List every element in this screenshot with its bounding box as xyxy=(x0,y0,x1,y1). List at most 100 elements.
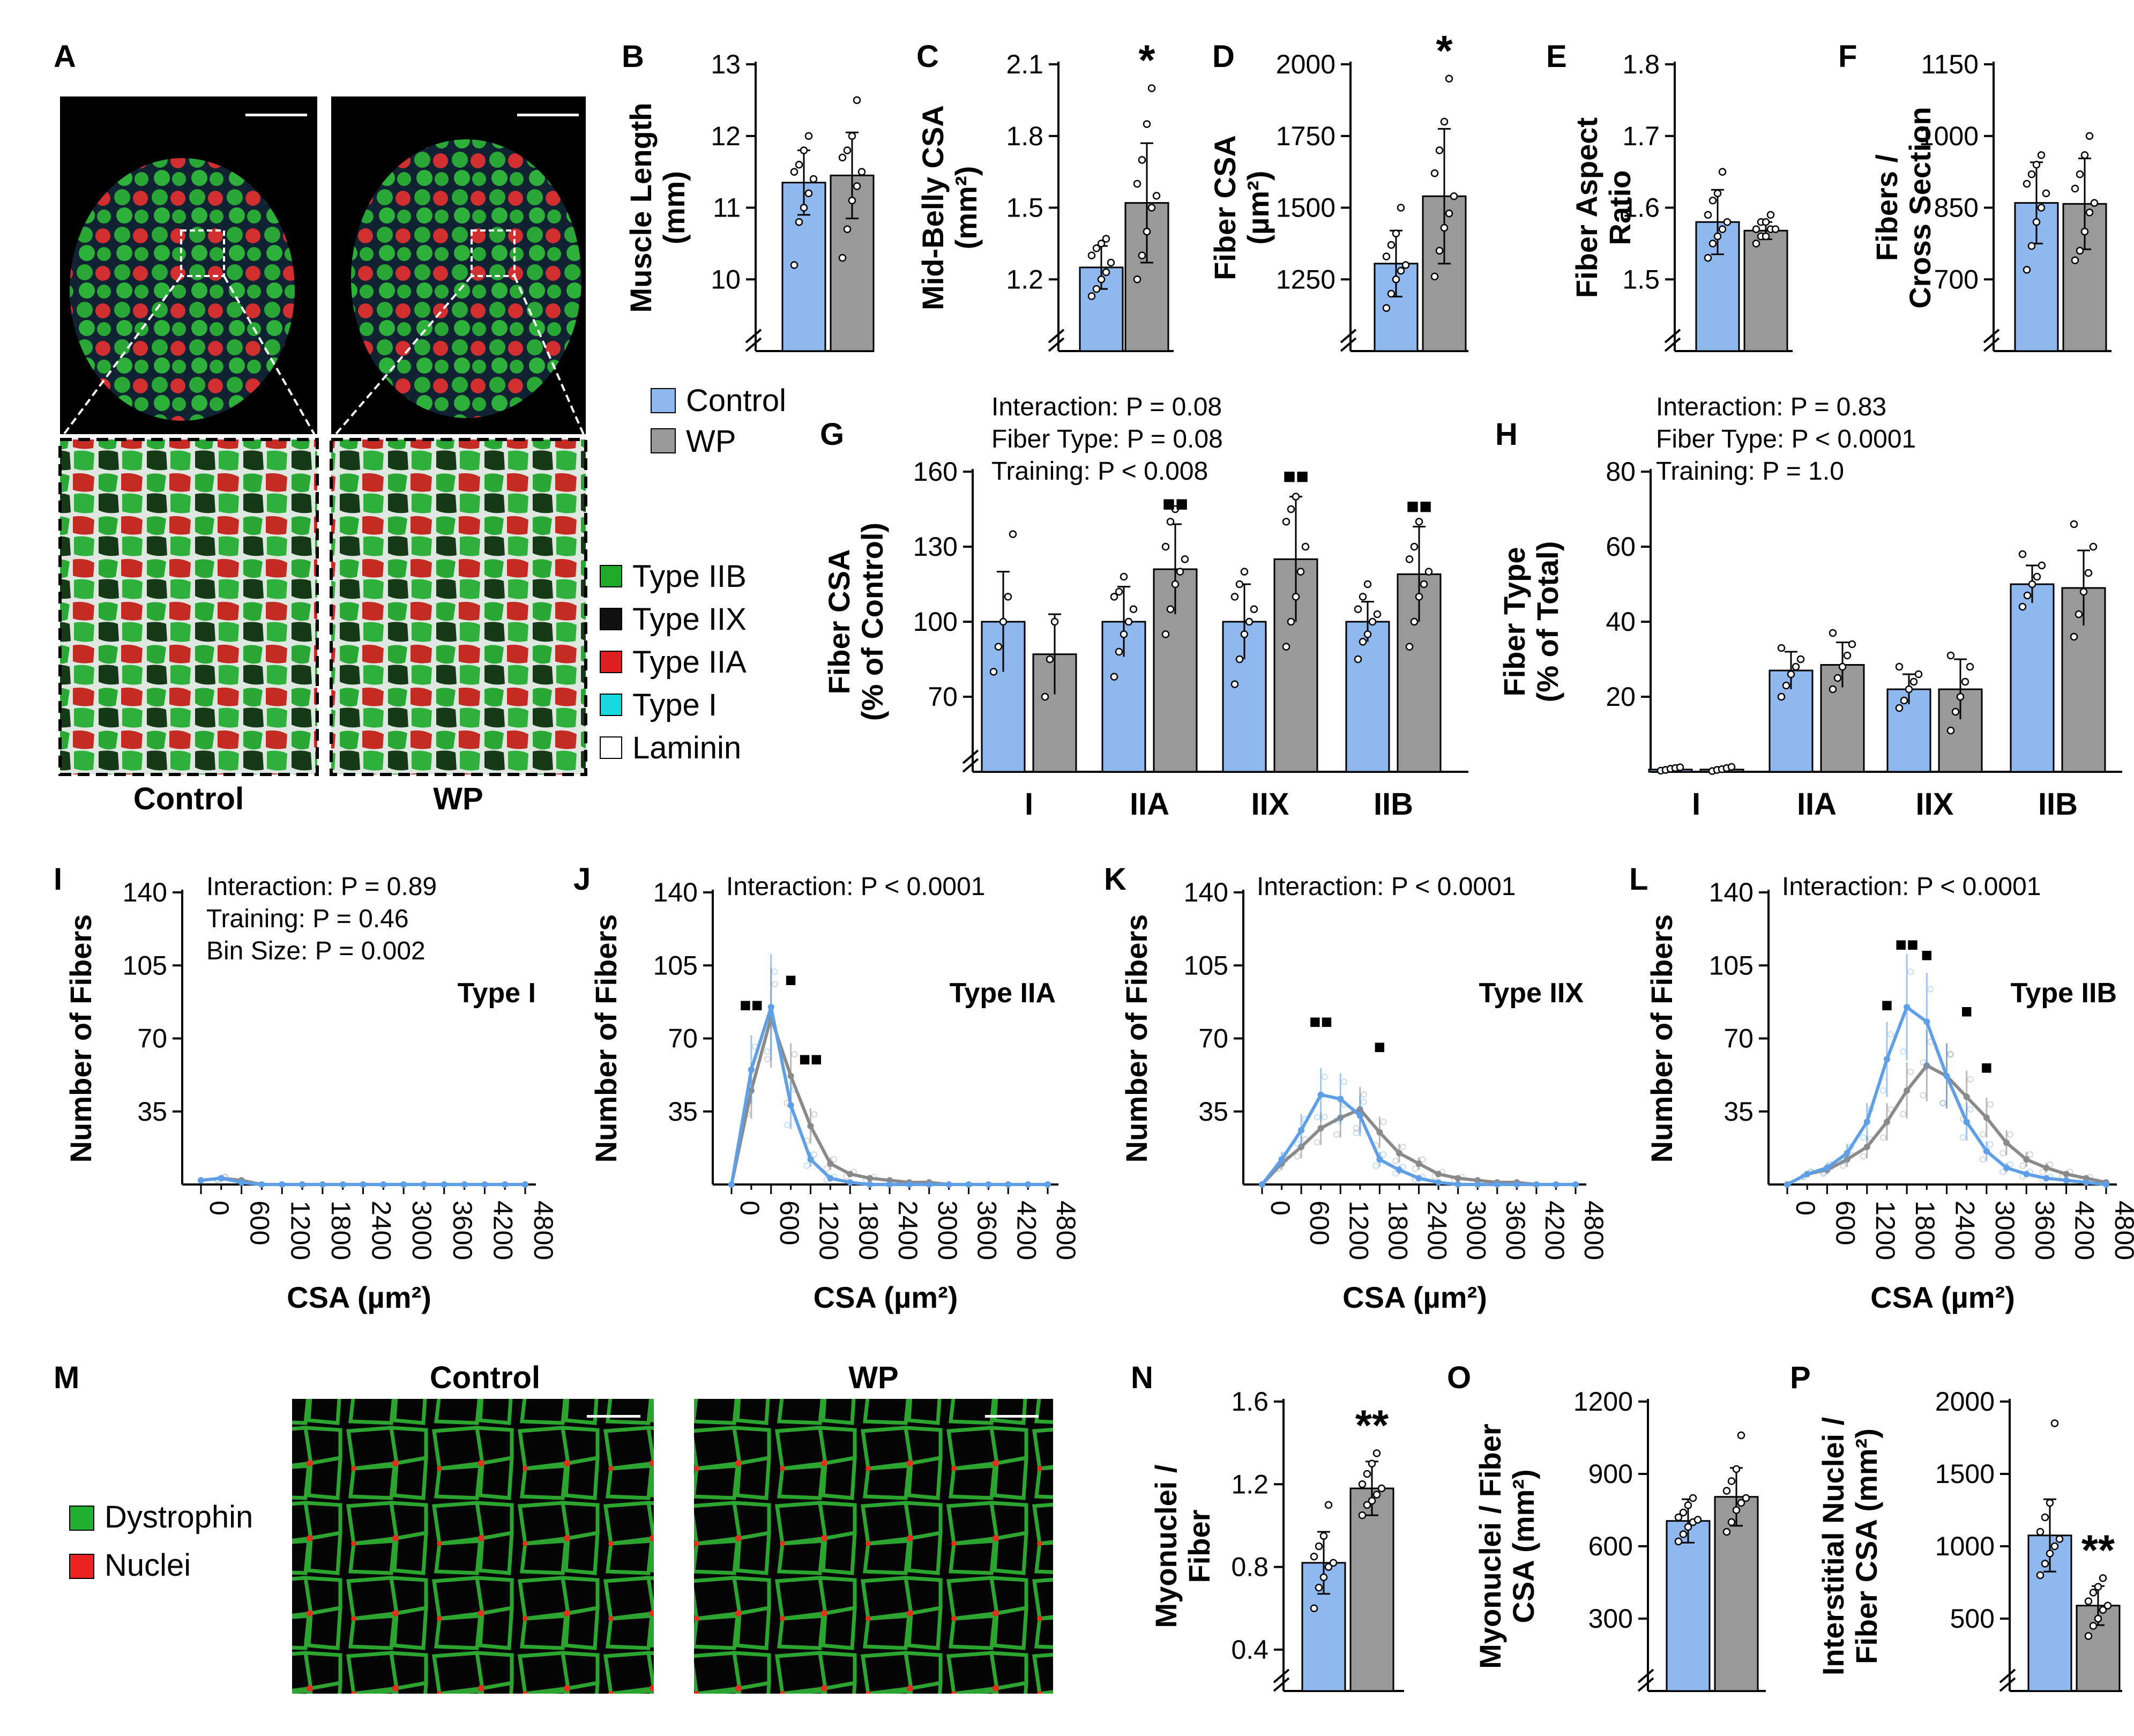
x-tick-label: 3000 xyxy=(932,1201,962,1260)
y-axis-label: Fiber AspectRatio xyxy=(1570,117,1637,298)
chart-title: Type IIA xyxy=(950,978,1056,1009)
y-tick-label: 300 xyxy=(1588,1604,1633,1634)
x-tick-label: 4200 xyxy=(1540,1201,1570,1260)
data-point xyxy=(1176,568,1184,576)
bar-control xyxy=(1345,621,1390,773)
data-point xyxy=(2018,550,2027,558)
raw-point xyxy=(1907,1068,1914,1075)
chart-b: 10 11 12 13 Muscle Length(mm) xyxy=(624,49,875,352)
series-point xyxy=(1435,1179,1442,1186)
series-point xyxy=(522,1181,528,1188)
data-point xyxy=(1405,555,1414,563)
data-point xyxy=(2084,1597,2093,1605)
data-point xyxy=(1292,593,1300,601)
data-point xyxy=(1373,610,1382,619)
panel-letter-e: E xyxy=(1546,39,1567,74)
y-tick-label: 1000 xyxy=(1935,1531,1995,1561)
y-tick-label: 35 xyxy=(1723,1097,1754,1127)
data-point xyxy=(1363,1470,1371,1478)
series-point xyxy=(238,1179,245,1186)
data-point xyxy=(1358,1511,1367,1519)
panel-m-control-label: Control xyxy=(430,1360,540,1395)
raw-point xyxy=(1392,1170,1399,1177)
y-tick-label: 80 xyxy=(1606,457,1636,487)
raw-point xyxy=(2047,1161,2054,1168)
data-point xyxy=(1102,268,1110,277)
raw-point xyxy=(771,968,778,975)
data-point xyxy=(2023,591,2032,600)
series-point xyxy=(502,1181,509,1188)
series-point xyxy=(1454,1181,1461,1188)
y-tick-label: 1500 xyxy=(1935,1459,1995,1489)
bar-wp xyxy=(1349,1487,1394,1692)
data-point xyxy=(1287,617,1295,626)
data-point xyxy=(1704,211,1712,219)
legend-type-i: Type I xyxy=(632,688,717,722)
raw-point xyxy=(1987,1141,1994,1148)
data-point xyxy=(1951,707,1960,716)
data-point xyxy=(2027,242,2036,250)
data-point xyxy=(1282,643,1290,651)
significance-marker: * xyxy=(1138,36,1155,84)
data-point xyxy=(1143,227,1151,236)
data-point xyxy=(2099,1606,2107,1614)
significance-marker: ■ xyxy=(1961,1000,1973,1022)
data-point xyxy=(1430,169,1439,177)
data-point xyxy=(1120,630,1128,638)
legend-wp: WP xyxy=(686,424,736,459)
data-point xyxy=(2041,1513,2049,1522)
series-point xyxy=(1863,1143,1870,1150)
series-point xyxy=(1317,1124,1324,1131)
data-point xyxy=(2033,572,2041,581)
series-point xyxy=(787,1102,794,1109)
data-point xyxy=(1905,685,1913,694)
data-point xyxy=(1737,1499,1745,1507)
data-point xyxy=(1363,1501,1371,1509)
data-point xyxy=(2071,184,2079,193)
y-tick-label: 500 xyxy=(1950,1604,1995,1634)
data-point xyxy=(1240,630,1249,638)
data-point xyxy=(1684,1501,1692,1509)
data-point xyxy=(1368,1496,1376,1505)
panel-letter-g: G xyxy=(820,417,844,452)
significance-marker: ■■ xyxy=(1283,465,1309,488)
series-point xyxy=(985,1181,992,1188)
data-point xyxy=(2055,1535,2064,1543)
x-category-label: IIA xyxy=(1130,787,1169,822)
x-category-label: I xyxy=(1025,787,1033,822)
stat-text: Training: P = 1.0 xyxy=(1656,457,1844,486)
series-point xyxy=(1298,1143,1305,1150)
panel-m-wp-label: WP xyxy=(848,1360,898,1395)
data-point xyxy=(2023,266,2031,274)
control-cross-section-image xyxy=(70,158,295,421)
data-point xyxy=(800,204,808,212)
data-point xyxy=(1727,763,1736,771)
series-point xyxy=(1804,1171,1811,1178)
chart-f: 700 850 1000 1150 Fibers /Cross Section xyxy=(1870,49,2111,352)
data-point xyxy=(1722,1487,1731,1495)
raw-point xyxy=(831,1156,838,1163)
raw-point xyxy=(1294,1153,1301,1160)
data-point xyxy=(1829,685,1837,694)
data-point xyxy=(1363,580,1372,588)
data-point xyxy=(1762,232,1770,241)
x-tick-label: 0 xyxy=(735,1201,765,1216)
x-tick-label: 600 xyxy=(774,1201,804,1245)
series-point xyxy=(2103,1181,2109,1188)
raw-point xyxy=(1333,1117,1340,1124)
raw-point xyxy=(1947,1051,1954,1058)
data-point xyxy=(790,168,799,176)
series-point xyxy=(1963,1093,1970,1100)
series-point xyxy=(319,1181,326,1188)
significance-marker: ** xyxy=(1355,1401,1389,1449)
series-point xyxy=(1983,1148,1990,1154)
x-axis-label: CSA (µm²) xyxy=(814,1280,958,1314)
raw-point xyxy=(1860,1153,1867,1160)
significance-marker: ■ xyxy=(785,968,797,990)
raw-point xyxy=(1887,1031,1894,1038)
series-point xyxy=(1376,1156,1383,1163)
series-point xyxy=(906,1181,913,1188)
axis-break xyxy=(1637,1677,1654,1692)
data-point xyxy=(2050,1419,2059,1427)
panel-letter-i: I xyxy=(54,862,62,897)
